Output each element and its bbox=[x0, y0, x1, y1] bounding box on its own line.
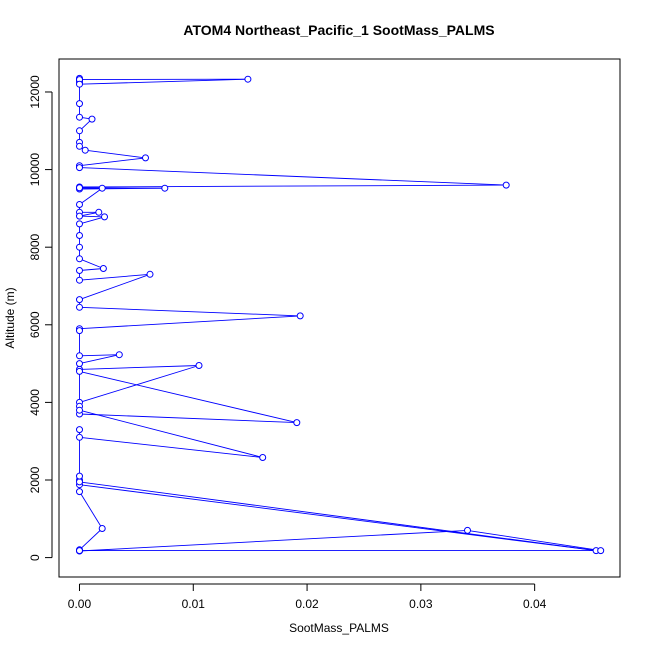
data-point bbox=[76, 127, 83, 135]
y-tick-label: 0 bbox=[28, 554, 42, 561]
series-segment bbox=[79, 370, 297, 424]
data-point bbox=[597, 547, 605, 555]
data-point bbox=[76, 367, 83, 375]
series-segment bbox=[79, 273, 151, 301]
data-point bbox=[76, 488, 83, 496]
data-point bbox=[76, 303, 83, 311]
data-point bbox=[76, 267, 83, 274]
data-point bbox=[195, 362, 203, 369]
series-segment bbox=[79, 187, 103, 205]
series-segment bbox=[79, 216, 105, 225]
data-point bbox=[98, 184, 106, 192]
series-segment bbox=[467, 529, 601, 552]
data-point bbox=[76, 276, 83, 284]
data-point bbox=[76, 478, 83, 486]
data-point bbox=[76, 113, 83, 121]
x-axis-label: SootMass_PALMS bbox=[289, 621, 389, 635]
series-segment bbox=[79, 215, 105, 218]
y-axis: 0 2000 4000 6000 8000 10000 12000 bbox=[28, 75, 53, 561]
data-point bbox=[76, 243, 83, 251]
series-segment bbox=[79, 78, 248, 85]
series-segment bbox=[79, 491, 103, 529]
x-tick-label: 0.04 bbox=[523, 597, 547, 611]
data-point bbox=[76, 352, 83, 360]
series-segment bbox=[79, 409, 263, 458]
x-tick-label: 0.01 bbox=[182, 597, 206, 611]
data-point bbox=[76, 472, 83, 480]
series-segment bbox=[79, 365, 200, 403]
data-point bbox=[76, 164, 83, 172]
series-segment bbox=[79, 365, 200, 370]
series-segment bbox=[79, 484, 597, 552]
data-point bbox=[76, 426, 83, 434]
data-point bbox=[76, 184, 83, 192]
data-point bbox=[76, 220, 83, 228]
x-tick-label: 0.02 bbox=[295, 597, 319, 611]
data-point bbox=[259, 454, 267, 461]
y-tick-label: 10000 bbox=[28, 153, 42, 187]
series-segment bbox=[79, 306, 301, 317]
data-point bbox=[161, 184, 169, 192]
data-point bbox=[76, 232, 83, 239]
data-point bbox=[98, 525, 106, 532]
data-point bbox=[95, 208, 103, 216]
data-point bbox=[88, 115, 96, 123]
data-point bbox=[99, 265, 107, 272]
data-point bbox=[142, 154, 149, 162]
series-segment bbox=[79, 529, 468, 552]
data-point bbox=[502, 181, 510, 189]
series-segment bbox=[85, 149, 146, 159]
series-segment bbox=[79, 413, 297, 424]
series-segment bbox=[79, 436, 263, 458]
x-tick-label: 0.00 bbox=[68, 597, 92, 611]
data-point bbox=[115, 351, 123, 359]
data-point bbox=[76, 201, 83, 208]
series-segment bbox=[79, 528, 103, 551]
data-point bbox=[76, 547, 83, 555]
data-point bbox=[76, 406, 83, 414]
series-segment bbox=[79, 273, 151, 281]
data-point bbox=[464, 526, 471, 534]
y-tick-label: 12000 bbox=[28, 75, 42, 109]
data-point bbox=[296, 312, 304, 320]
y-tick-label: 8000 bbox=[28, 234, 42, 261]
data-point bbox=[101, 213, 108, 221]
data-point bbox=[76, 433, 83, 441]
series-segment bbox=[79, 184, 507, 188]
data-point bbox=[293, 419, 301, 427]
data-point bbox=[76, 255, 83, 263]
y-tick-label: 4000 bbox=[28, 389, 42, 416]
data-point bbox=[81, 146, 89, 154]
y-tick-label: 2000 bbox=[28, 466, 42, 493]
data-point bbox=[76, 100, 83, 108]
data-point bbox=[76, 80, 83, 88]
data-point bbox=[76, 212, 83, 220]
series-segment bbox=[79, 354, 120, 365]
series-segment bbox=[79, 157, 146, 167]
data-point bbox=[146, 270, 154, 278]
series-segment bbox=[79, 167, 507, 186]
series-segment bbox=[79, 315, 301, 330]
series-segment bbox=[79, 481, 597, 552]
y-axis-label: Altitude (m) bbox=[3, 287, 17, 348]
y-tick-label: 6000 bbox=[28, 311, 42, 338]
data-point bbox=[76, 360, 83, 368]
chart-title: ATOM4 Northeast_Pacific_1 SootMass_PALMS bbox=[183, 22, 494, 38]
data-point bbox=[76, 327, 83, 335]
data-point bbox=[76, 142, 83, 150]
series-segment bbox=[79, 258, 104, 269]
plot-frame bbox=[58, 58, 621, 578]
data-point bbox=[244, 75, 252, 83]
x-tick-label: 0.03 bbox=[409, 597, 433, 611]
x-axis: 0.00 0.01 0.02 0.03 0.04 bbox=[68, 583, 547, 611]
plot-area bbox=[76, 74, 605, 555]
series-segment bbox=[79, 268, 104, 271]
data-point bbox=[76, 296, 83, 304]
series-segment bbox=[79, 354, 120, 357]
